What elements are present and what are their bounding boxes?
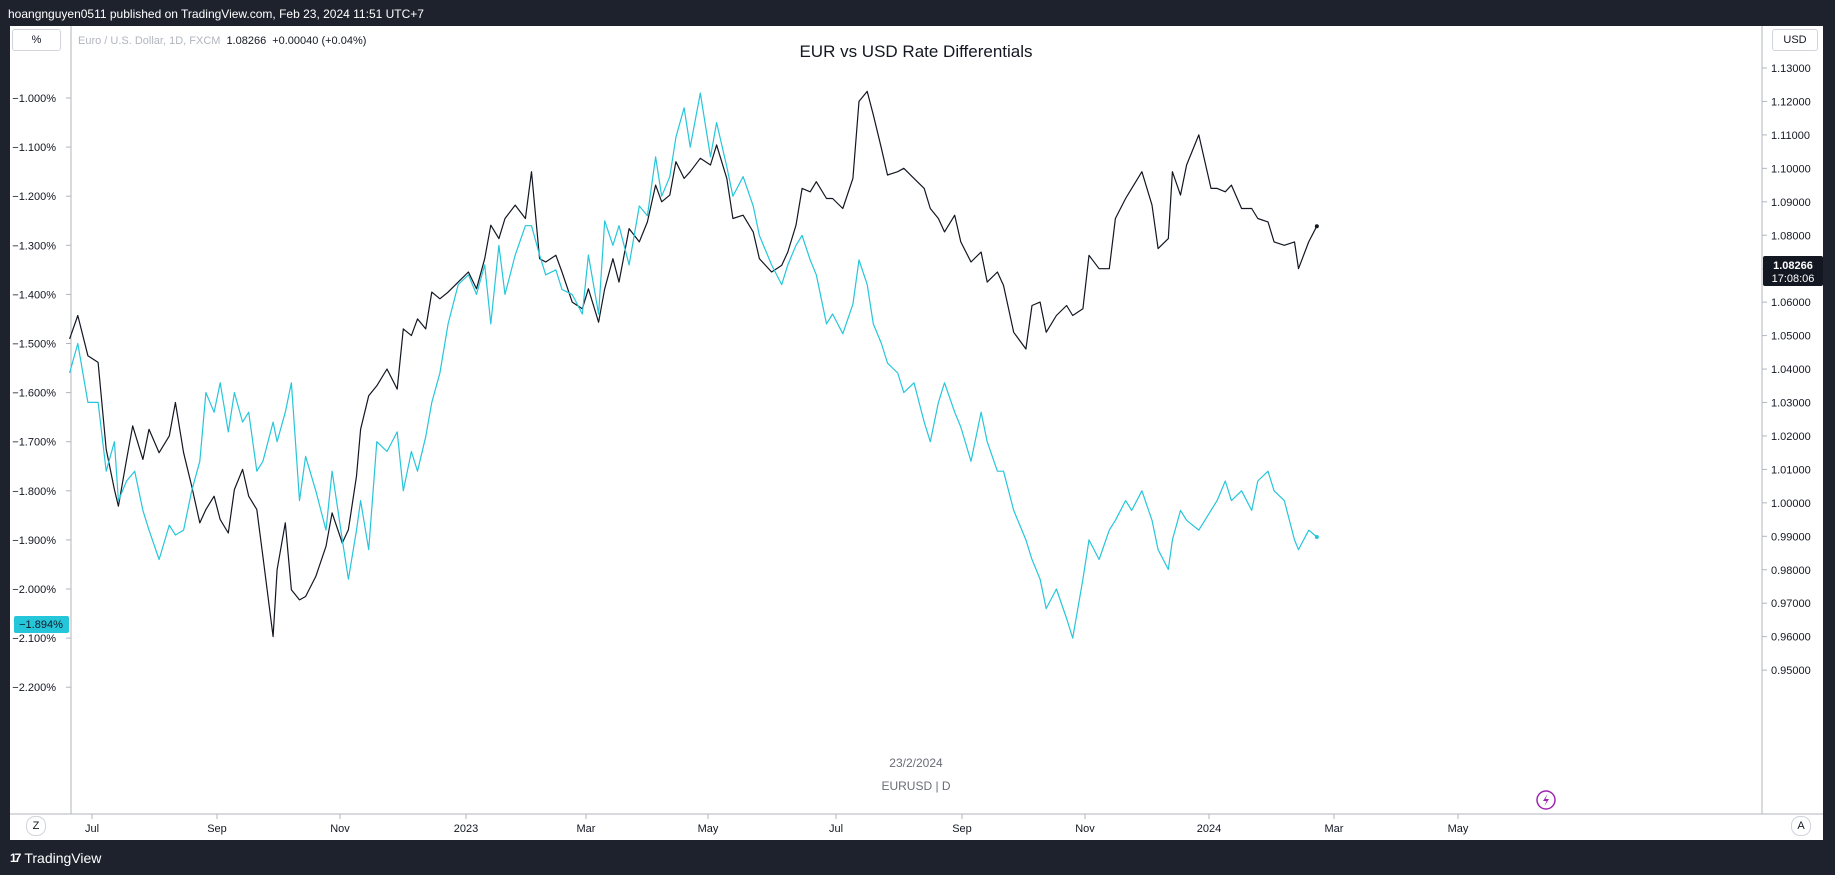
left-axis-tick-label: −1.900% (12, 535, 56, 547)
right-axis-tick-label: 1.05000 (1771, 331, 1811, 343)
right-axis-tick-label: 0.97000 (1771, 598, 1811, 610)
tradingview-logo-icon: 17 (10, 851, 21, 865)
time-axis-tick-label: 2024 (1197, 823, 1221, 835)
left-axis-tick-label: −1.500% (12, 339, 56, 351)
time-axis-tick-label: Jul (85, 823, 99, 835)
footer-bar: 17 TradingView (0, 840, 1835, 875)
watermark-date: 23/2/2024 (889, 756, 943, 770)
right-last-value-badge: 1.08266 17:08:06 (1763, 256, 1823, 286)
left-axis-tick-label: −1.200% (12, 191, 56, 203)
right-axis-tick-label: 1.02000 (1771, 431, 1811, 443)
right-axis-tick-label: 1.08000 (1771, 230, 1811, 242)
published-text: hoangnguyen0511 published on TradingView… (8, 7, 424, 21)
left-axis-tick-label: −1.300% (12, 240, 56, 252)
right-axis-tick-label: 1.06000 (1771, 297, 1811, 309)
countdown-label: 17:08:06 (1772, 273, 1815, 285)
time-axis-tick-label: May (698, 823, 719, 835)
chart-title: EUR vs USD Rate Differentials (799, 42, 1032, 61)
tradingview-brand: TradingView (24, 850, 102, 866)
chart-canvas[interactable]: −1.000% −1.100% −1.200% −1.300% −1.400% −1.50… (10, 26, 1823, 840)
left-scale-button[interactable]: % (12, 29, 61, 51)
time-axis-tick-label: Sep (952, 823, 972, 835)
left-last-value-badge: −1.894% (14, 616, 69, 633)
time-axis-ticks: Jul Sep Nov 2023 Mar May Jul Sep Nov 2024 Mar May (85, 814, 1469, 835)
right-axis-tick-label: 0.98000 (1771, 565, 1811, 577)
legend-change: +0.00040 (+0.04%) (272, 35, 367, 47)
left-axis-ticks: −1.000% −1.100% −1.200% −1.300% −1.400% −1.50… (12, 93, 71, 694)
auto-scale-button[interactable]: A (1791, 816, 1811, 836)
left-axis-tick-label: −1.400% (12, 289, 56, 301)
right-axis-tick-label: 1.12000 (1771, 96, 1811, 108)
left-axis-tick-label: −2.000% (12, 584, 56, 596)
eurusd-price-line (69, 90, 1318, 638)
right-axis-tick-label: 1.01000 (1771, 464, 1811, 476)
time-axis-tick-label: Mar (577, 823, 596, 835)
right-axis-tick-label: 0.96000 (1771, 632, 1811, 644)
time-axis-tick-label: May (1448, 823, 1469, 835)
left-axis-tick-label: −1.600% (12, 388, 56, 400)
legend-symbol: Euro / U.S. Dollar, 1D, FXCM (78, 35, 221, 47)
zoom-button[interactable]: Z (26, 816, 46, 836)
right-axis-tick-label: 0.99000 (1771, 531, 1811, 543)
left-axis-tick-label: −2.100% (12, 633, 56, 645)
time-axis-tick-label: Mar (1325, 823, 1344, 835)
right-axis-tick-label: 1.00000 (1771, 498, 1811, 510)
chart-frame[interactable]: −1.000% −1.100% −1.200% −1.300% −1.400% −1.50… (10, 26, 1823, 840)
right-scale-button[interactable]: USD (1772, 29, 1818, 51)
time-axis-tick-label: 2023 (454, 823, 478, 835)
published-header: hoangnguyen0511 published on TradingView… (0, 0, 1835, 26)
right-axis-ticks: 1.13000 1.12000 1.11000 1.10000 1.09000 1.080… (1762, 63, 1811, 677)
symbol-legend: Euro / U.S. Dollar, 1D, FXCM 1.08266 +0.00… (78, 35, 366, 47)
left-last-value-label: −1.894% (19, 619, 63, 631)
time-axis-tick-label: Sep (207, 823, 227, 835)
left-axis-tick-label: −1.700% (12, 437, 56, 449)
left-axis-tick-label: −1.800% (12, 486, 56, 498)
watermark-symbol: EURUSD | D (881, 779, 950, 793)
rate-differential-line (69, 92, 1318, 639)
right-axis-tick-label: 1.03000 (1771, 398, 1811, 410)
legend-last-value: 1.08266 (226, 35, 267, 47)
rate-differential-last-point (1314, 534, 1319, 539)
lightning-icon[interactable] (1536, 790, 1556, 810)
right-axis-tick-label: 1.04000 (1771, 364, 1811, 376)
left-axis-tick-label: −1.000% (12, 93, 56, 105)
right-axis-tick-label: 1.09000 (1771, 197, 1811, 209)
series-layer (69, 90, 1319, 639)
right-last-value-label: 1.08266 (1773, 260, 1813, 272)
right-axis-tick-label: 1.10000 (1771, 163, 1811, 175)
time-axis-tick-label: Jul (829, 823, 843, 835)
eurusd-last-point (1314, 224, 1319, 229)
left-axis-tick-label: −1.100% (12, 142, 56, 154)
tradingview-logo[interactable]: 17 TradingView (10, 850, 101, 866)
right-axis-tick-label: 0.95000 (1771, 665, 1811, 677)
right-axis-tick-label: 1.11000 (1771, 130, 1810, 142)
time-axis-tick-label: Nov (330, 823, 350, 835)
right-axis-tick-label: 1.13000 (1771, 63, 1811, 75)
time-axis-tick-label: Nov (1075, 823, 1095, 835)
left-axis-tick-label: −2.200% (12, 682, 56, 694)
